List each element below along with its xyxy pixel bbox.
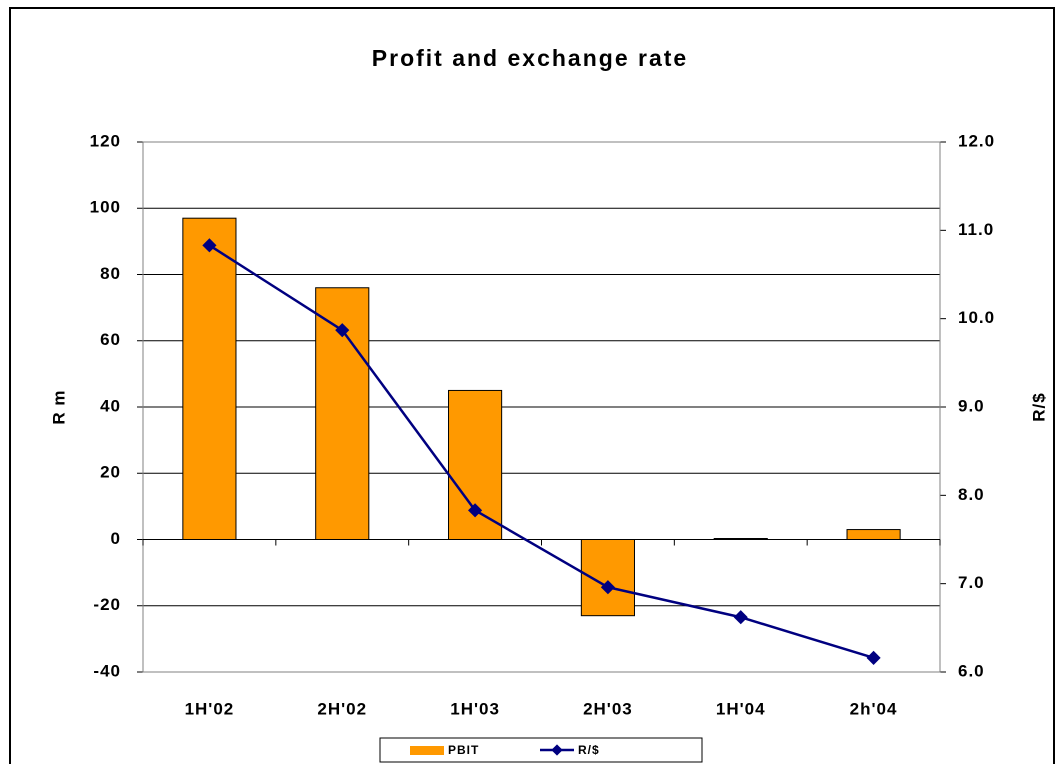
legend-swatch [410, 746, 444, 755]
y-tick-label: 100 [90, 198, 121, 217]
y2-tick-label: 8.0 [958, 485, 985, 504]
y2-tick-label: 11.0 [958, 220, 994, 239]
legend-label: PBIT [448, 743, 479, 757]
bar [713, 538, 768, 540]
y-tick-label: 40 [100, 396, 121, 415]
y-axis-label: R m [49, 389, 68, 424]
marker [866, 650, 881, 665]
y-tick-label: -20 [93, 595, 121, 614]
plot-area [142, 141, 941, 673]
y2-tick-label: 10.0 [958, 308, 995, 327]
x-tick-label: 2H'02 [317, 699, 367, 718]
x-tick-label: 1H'02 [185, 699, 235, 718]
x-tick-label: 1H'03 [450, 699, 500, 718]
x-tick-label: 2H'03 [583, 699, 633, 718]
y-tick-label: 0 [111, 529, 121, 548]
marker [335, 323, 350, 338]
y2-tick-label: 7.0 [958, 573, 985, 592]
y-tick-label: 20 [100, 463, 121, 482]
line [208, 244, 874, 660]
marker [600, 580, 615, 595]
y2-tick-label: 6.0 [958, 661, 985, 680]
x-tick-label: 1H'04 [716, 699, 766, 718]
y-tick-label: 60 [100, 330, 121, 349]
legend-label: R/$ [578, 743, 600, 757]
y2-axis-label: R/$ [1029, 392, 1048, 421]
chart-title: Profit and exchange rate [372, 45, 688, 71]
marker [202, 238, 217, 253]
y-tick-label: -40 [93, 661, 121, 680]
y2-tick-label: 12.0 [958, 131, 995, 150]
y-tick-label: 120 [90, 131, 121, 150]
marker [733, 610, 748, 625]
bar [846, 529, 901, 540]
bar [182, 217, 237, 540]
x-tick-label: 2h'04 [850, 699, 898, 718]
y-tick-label: 80 [100, 264, 121, 283]
legend-swatch-marker [551, 744, 563, 756]
chart-frame [9, 7, 1055, 764]
y2-tick-label: 9.0 [958, 396, 985, 415]
